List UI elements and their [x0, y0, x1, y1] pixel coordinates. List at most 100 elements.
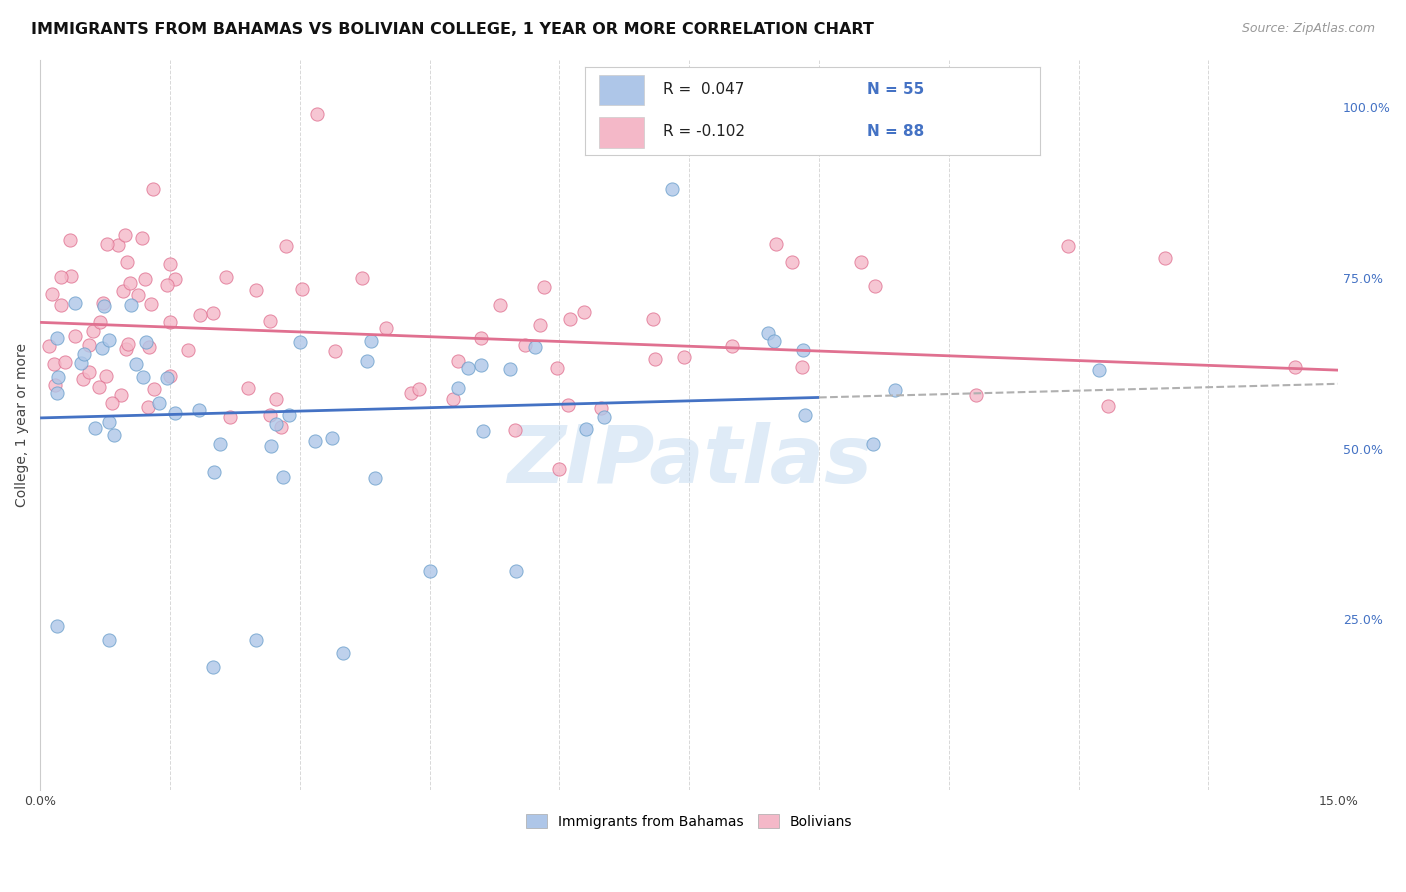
- Point: [644, 351, 666, 366]
- Point: [98, 333, 121, 347]
- Point: [117, 337, 139, 351]
- Point: [790, 359, 813, 374]
- Point: [264, 417, 287, 431]
- Point: [53, 354, 76, 368]
- Point: [288, 335, 311, 350]
- Point: [756, 326, 779, 341]
- Point: [793, 408, 815, 422]
- Point: [643, 312, 665, 326]
- Point: [851, 254, 873, 268]
- Point: [134, 272, 156, 286]
- Point: [125, 357, 148, 371]
- Point: [45, 385, 67, 400]
- Point: [529, 318, 551, 332]
- Point: [79, 338, 101, 352]
- Point: [163, 271, 186, 285]
- Point: [103, 427, 125, 442]
- Point: [114, 228, 136, 243]
- Point: [112, 284, 135, 298]
- Point: [780, 255, 803, 269]
- Point: [305, 107, 328, 121]
- Point: [115, 255, 138, 269]
- Point: [321, 431, 343, 445]
- Point: [408, 382, 430, 396]
- Point: [557, 398, 579, 412]
- Point: [165, 406, 187, 420]
- Point: [1088, 362, 1111, 376]
- Point: [42, 357, 65, 371]
- Point: [93, 296, 115, 310]
- Point: [159, 257, 181, 271]
- Point: [156, 371, 179, 385]
- Point: [1154, 251, 1177, 265]
- Point: [323, 343, 346, 358]
- Point: [94, 369, 117, 384]
- Point: [202, 465, 225, 479]
- Text: Source: ZipAtlas.com: Source: ZipAtlas.com: [1241, 22, 1375, 36]
- Point: [862, 436, 884, 450]
- Point: [132, 369, 155, 384]
- Y-axis label: College, 1 year or more: College, 1 year or more: [15, 343, 30, 507]
- Point: [127, 287, 149, 301]
- Point: [546, 361, 568, 376]
- Point: [131, 231, 153, 245]
- Point: [51, 270, 73, 285]
- Point: [142, 182, 165, 196]
- Legend: Immigrants from Bahamas, Bolivians: Immigrants from Bahamas, Bolivians: [519, 807, 859, 836]
- Point: [49, 298, 72, 312]
- Point: [364, 471, 387, 485]
- Point: [46, 619, 69, 633]
- Point: [73, 347, 96, 361]
- Point: [156, 277, 179, 292]
- Point: [270, 420, 292, 434]
- Point: [100, 396, 122, 410]
- Point: [59, 233, 82, 247]
- Point: [447, 354, 470, 368]
- Point: [884, 383, 907, 397]
- Point: [591, 401, 613, 416]
- Point: [352, 271, 374, 285]
- Point: [245, 632, 267, 647]
- Point: [274, 239, 297, 253]
- Point: [89, 315, 111, 329]
- Point: [72, 372, 94, 386]
- Point: [277, 408, 299, 422]
- Point: [38, 339, 60, 353]
- Point: [90, 342, 112, 356]
- Point: [201, 306, 224, 320]
- Point: [208, 437, 231, 451]
- Point: [138, 340, 160, 354]
- Point: [260, 439, 283, 453]
- Point: [236, 381, 259, 395]
- Point: [107, 238, 129, 252]
- Point: [470, 331, 492, 345]
- Point: [472, 424, 495, 438]
- Point: [202, 660, 225, 674]
- Point: [304, 434, 326, 449]
- Point: [41, 286, 63, 301]
- Point: [447, 381, 470, 395]
- Point: [505, 565, 527, 579]
- Point: [77, 365, 100, 379]
- Point: [721, 339, 744, 353]
- Point: [1097, 399, 1119, 413]
- Point: [264, 392, 287, 406]
- Point: [499, 361, 522, 376]
- Point: [1284, 359, 1306, 374]
- Point: [259, 408, 281, 422]
- Point: [1057, 239, 1080, 253]
- Point: [763, 334, 786, 348]
- Point: [441, 392, 464, 407]
- Point: [218, 410, 240, 425]
- Point: [115, 342, 138, 356]
- Point: [46, 370, 69, 384]
- Point: [548, 462, 571, 476]
- Point: [215, 269, 238, 284]
- Point: [187, 403, 209, 417]
- Point: [63, 296, 86, 310]
- Point: [673, 350, 696, 364]
- Point: [863, 279, 886, 293]
- Point: [63, 329, 86, 343]
- Point: [419, 565, 441, 579]
- Point: [96, 237, 118, 252]
